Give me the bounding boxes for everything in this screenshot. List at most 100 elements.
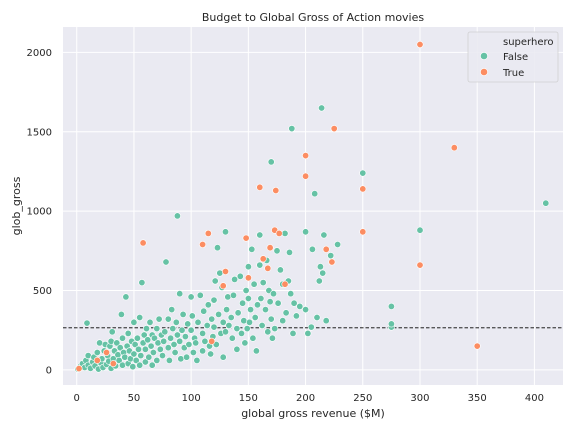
scatter-point-true	[259, 255, 267, 263]
scatter-point-true	[199, 241, 207, 249]
scatter-point-false	[230, 291, 238, 299]
scatter-point-false	[320, 231, 328, 239]
x-tick-label: 0	[74, 393, 80, 404]
scatter-point-false	[269, 290, 277, 298]
scatter-point-false	[282, 309, 290, 317]
scatter-point-false	[240, 317, 248, 325]
scatter-point-false	[185, 340, 193, 348]
scatter-point-false	[187, 326, 195, 334]
x-tick-label: 150	[239, 393, 258, 404]
y-tick-label: 1500	[27, 127, 52, 138]
scatter-point-false	[147, 342, 155, 350]
scatter-point-false	[244, 294, 252, 302]
scatter-point-false	[145, 353, 153, 361]
scatter-point-false	[129, 363, 137, 371]
scatter-point-false	[170, 340, 178, 348]
scatter-point-false	[264, 328, 272, 336]
scatter-point-false	[279, 317, 287, 325]
scatter-point-false	[318, 104, 326, 112]
scatter-point-false	[193, 356, 201, 364]
scatter-point-false	[117, 310, 125, 318]
scatter-point-false	[327, 252, 335, 260]
scatter-point-false	[243, 325, 251, 333]
scatter-point-false	[131, 340, 139, 348]
scatter-point-false	[258, 321, 266, 329]
scatter-point-false	[247, 306, 255, 314]
scatter-point-false	[256, 231, 264, 239]
scatter-point-true	[416, 40, 424, 48]
scatter-point-false	[178, 326, 186, 334]
scatter-point-false	[248, 245, 256, 253]
scatter-point-false	[210, 323, 218, 331]
scatter-point-true	[208, 337, 216, 345]
scatter-point-false	[138, 279, 146, 287]
scatter-point-false	[183, 353, 191, 361]
scatter-point-false	[307, 323, 315, 331]
legend: superhero False True	[467, 31, 559, 83]
scatter-point-false	[387, 320, 395, 328]
scatter-point-false	[289, 329, 297, 337]
scatter-point-false	[204, 301, 212, 309]
y-tick-label: 2000	[27, 48, 52, 59]
scatter-point-true	[272, 187, 280, 195]
scatter-point-true	[302, 172, 310, 180]
scatter-point-false	[188, 312, 196, 320]
scatter-point-false	[271, 325, 279, 333]
scatter-point-false	[231, 275, 239, 283]
legend-label-false: False	[503, 52, 528, 63]
scatter-point-false	[187, 293, 195, 301]
scatter-point-true	[242, 234, 250, 242]
scatter-point-false	[236, 272, 244, 280]
scatter-point-false	[203, 321, 211, 329]
scatter-point-false	[214, 244, 222, 252]
scatter-point-false	[173, 212, 181, 220]
scatter-point-true	[75, 365, 83, 373]
scatter-point-false	[249, 334, 257, 342]
scatter-point-false	[199, 347, 207, 355]
scatter-point-false	[210, 296, 218, 304]
scatter-point-false	[287, 290, 295, 298]
scatter-point-false	[246, 318, 254, 326]
scatter-point-false	[148, 361, 156, 369]
scatter-point-false	[234, 309, 242, 317]
scatter-point-false	[296, 302, 304, 310]
scatter-point-false	[84, 352, 92, 360]
scatter-point-false	[165, 356, 173, 364]
scatter-point-false	[113, 339, 121, 347]
x-tick-label: 100	[182, 393, 201, 404]
scatter-point-false	[176, 290, 184, 298]
scatter-point-false	[292, 312, 300, 320]
scatter-point-true	[359, 185, 367, 193]
scatter-point-false	[136, 313, 144, 321]
scatter-point-false	[387, 302, 395, 310]
scatter-point-false	[153, 356, 161, 364]
y-tick-label: 0	[46, 365, 52, 376]
scatter-point-false	[141, 358, 149, 366]
scatter-point-true	[450, 144, 458, 152]
scatter-point-false	[136, 361, 144, 369]
scatter-point-false	[238, 329, 246, 337]
scatter-point-false	[256, 261, 264, 269]
x-tick-label: 350	[468, 393, 487, 404]
scatter-point-false	[168, 306, 176, 314]
scatter-point-false	[132, 356, 140, 364]
scatter-point-false	[141, 345, 149, 353]
scatter-point-false	[219, 353, 227, 361]
grid-lines	[63, 27, 563, 385]
scatter-point-false	[273, 247, 281, 255]
scatter-point-false	[311, 190, 319, 198]
scatter-point-false	[225, 321, 233, 329]
scatter-point-false	[201, 337, 209, 345]
scatter-point-false	[144, 336, 152, 344]
scatter-point-false	[122, 293, 130, 301]
scatter-point-true	[302, 152, 310, 160]
scatter-point-false	[315, 277, 323, 285]
scatter-point-false	[153, 325, 161, 333]
scatter-point-false	[179, 310, 187, 318]
x-tick-labels: 0 50 100 150 200 250 300 350 400	[74, 393, 544, 404]
scatter-point-false	[319, 269, 327, 277]
scatter-point-false	[222, 328, 230, 336]
scatter-point-false	[233, 325, 241, 333]
scatter-point-false	[196, 291, 204, 299]
x-tick-label: 50	[128, 393, 141, 404]
